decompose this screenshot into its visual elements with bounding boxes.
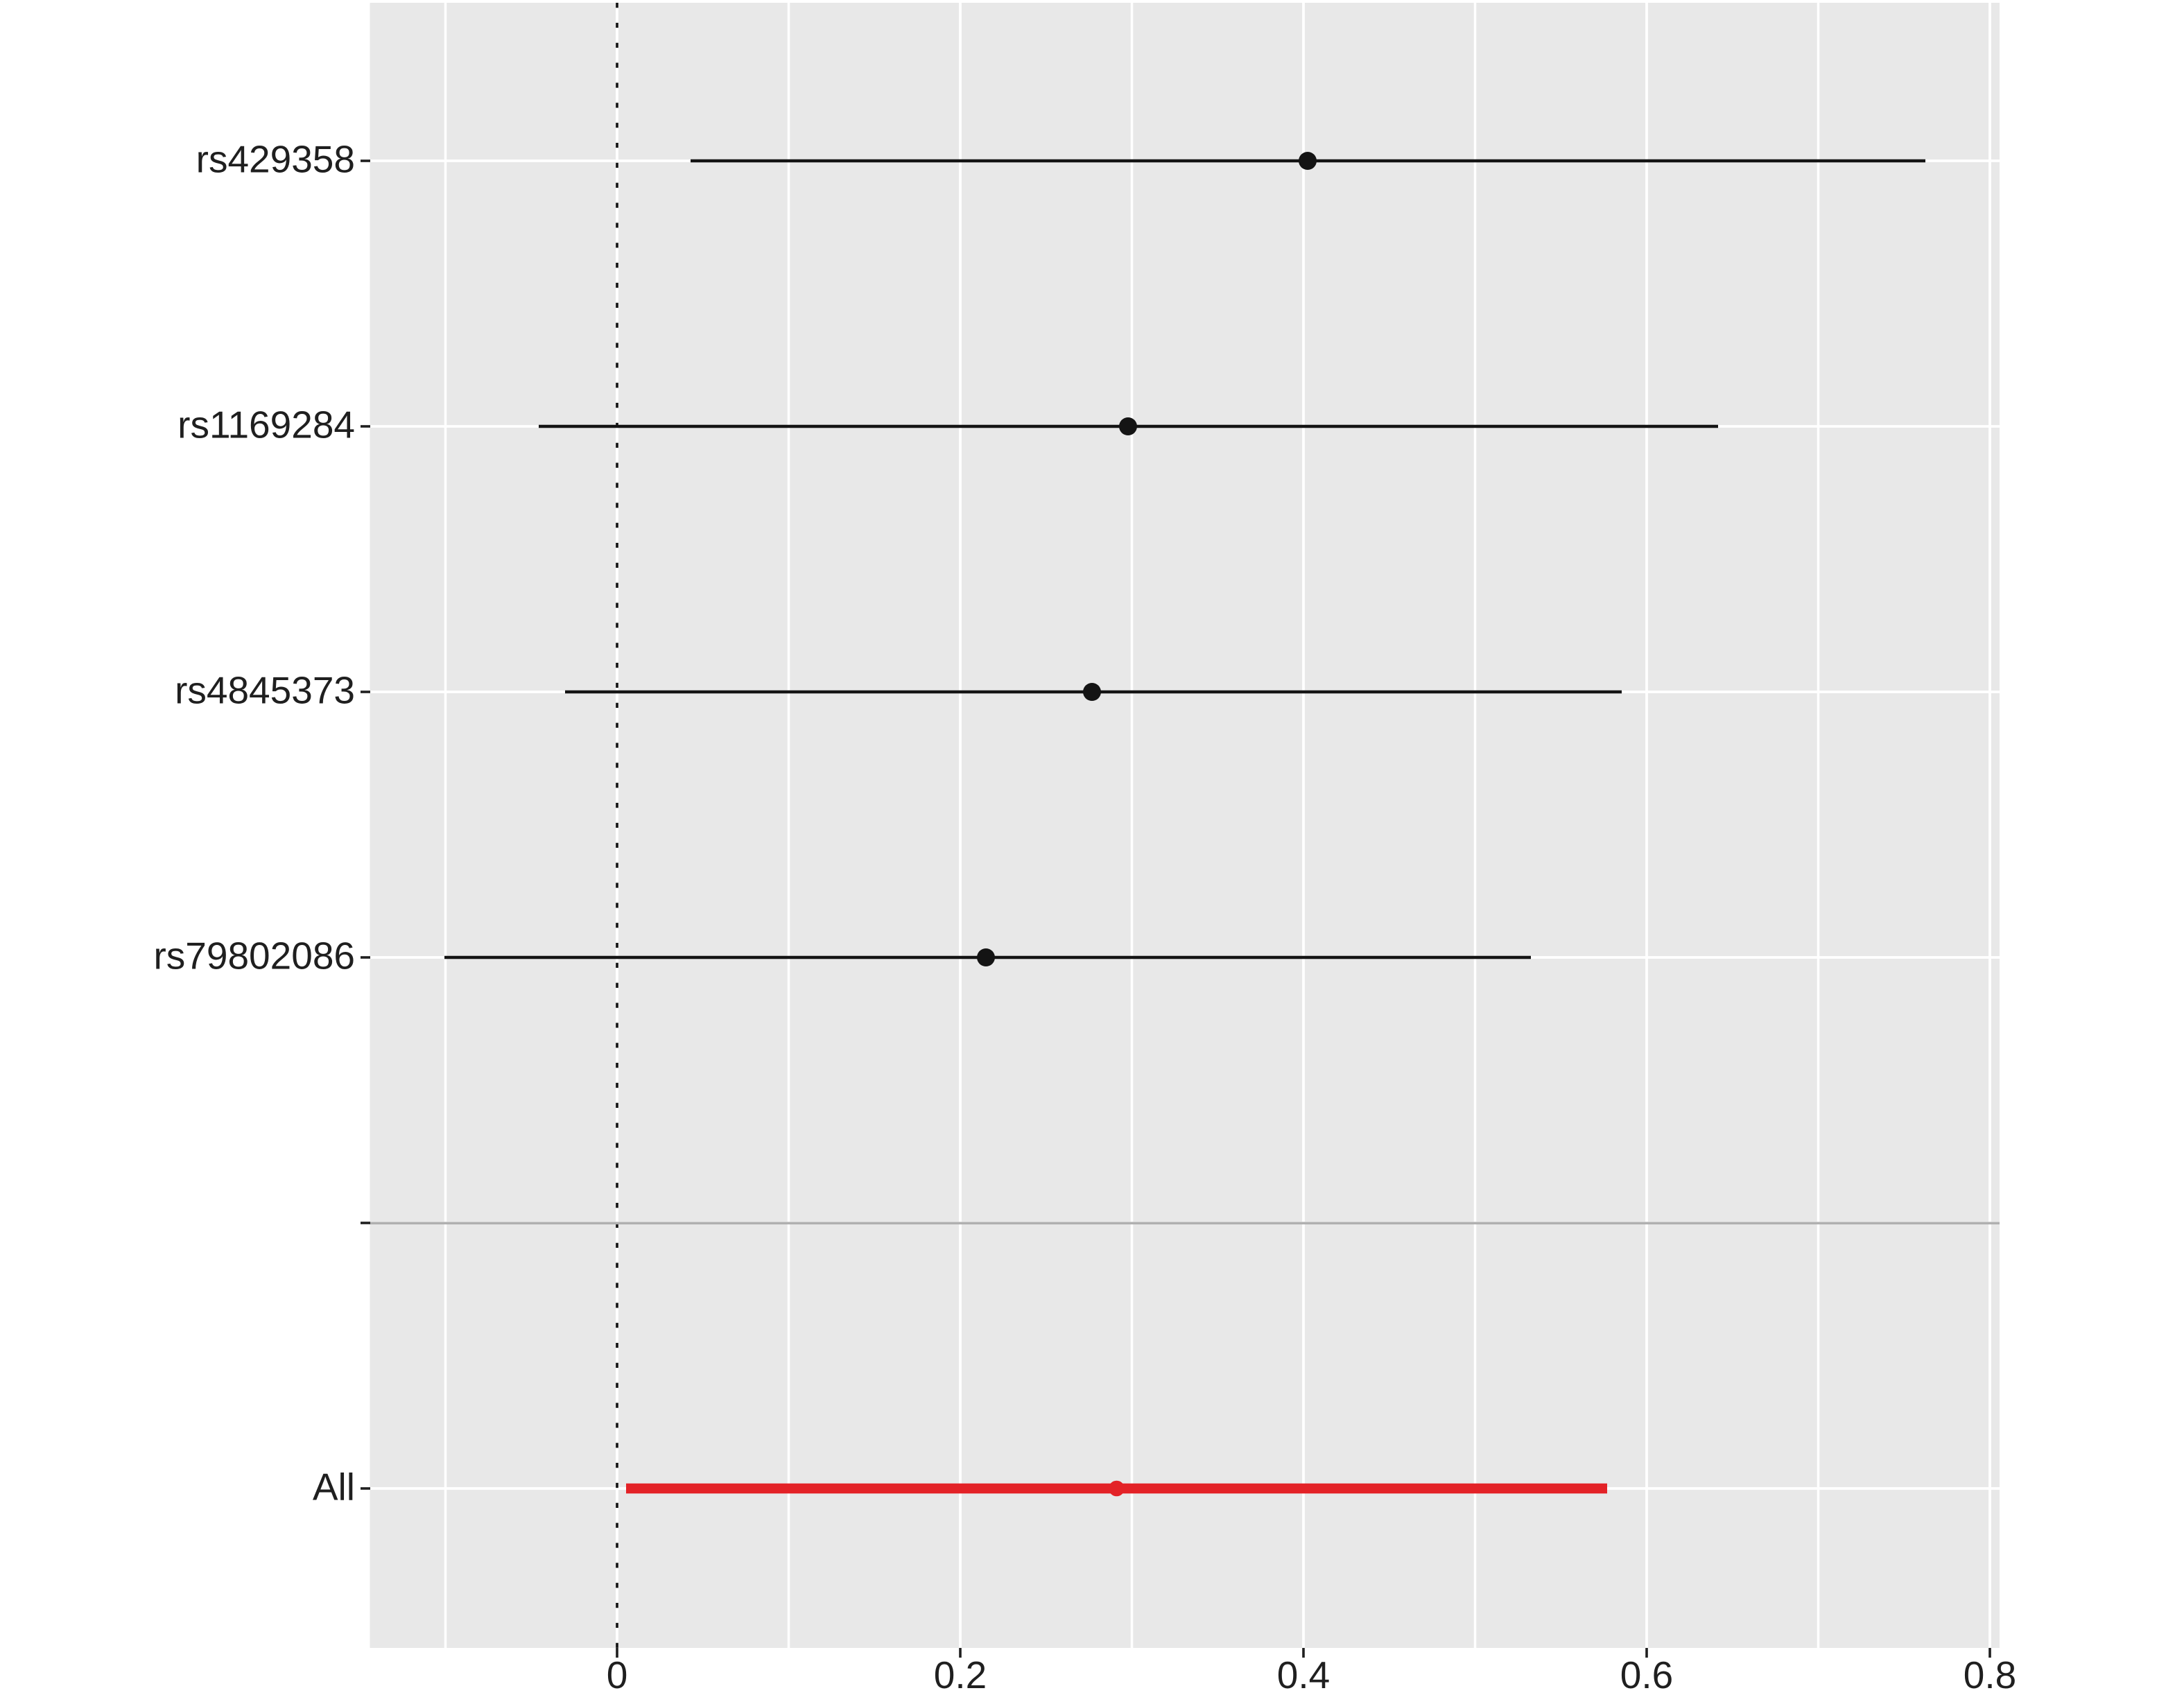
svg-text:0.4: 0.4 [1277,1653,1330,1696]
svg-text:All: All [313,1466,355,1509]
svg-text:0.2: 0.2 [934,1653,987,1696]
svg-text:rs429358: rs429358 [196,138,355,181]
svg-text:0: 0 [607,1653,628,1696]
svg-text:rs4845373: rs4845373 [175,669,355,712]
svg-text:0.6: 0.6 [1620,1653,1673,1696]
svg-text:0.8: 0.8 [1964,1653,2016,1696]
svg-text:rs1169284: rs1169284 [177,403,355,446]
svg-text:rs79802086: rs79802086 [153,935,355,978]
